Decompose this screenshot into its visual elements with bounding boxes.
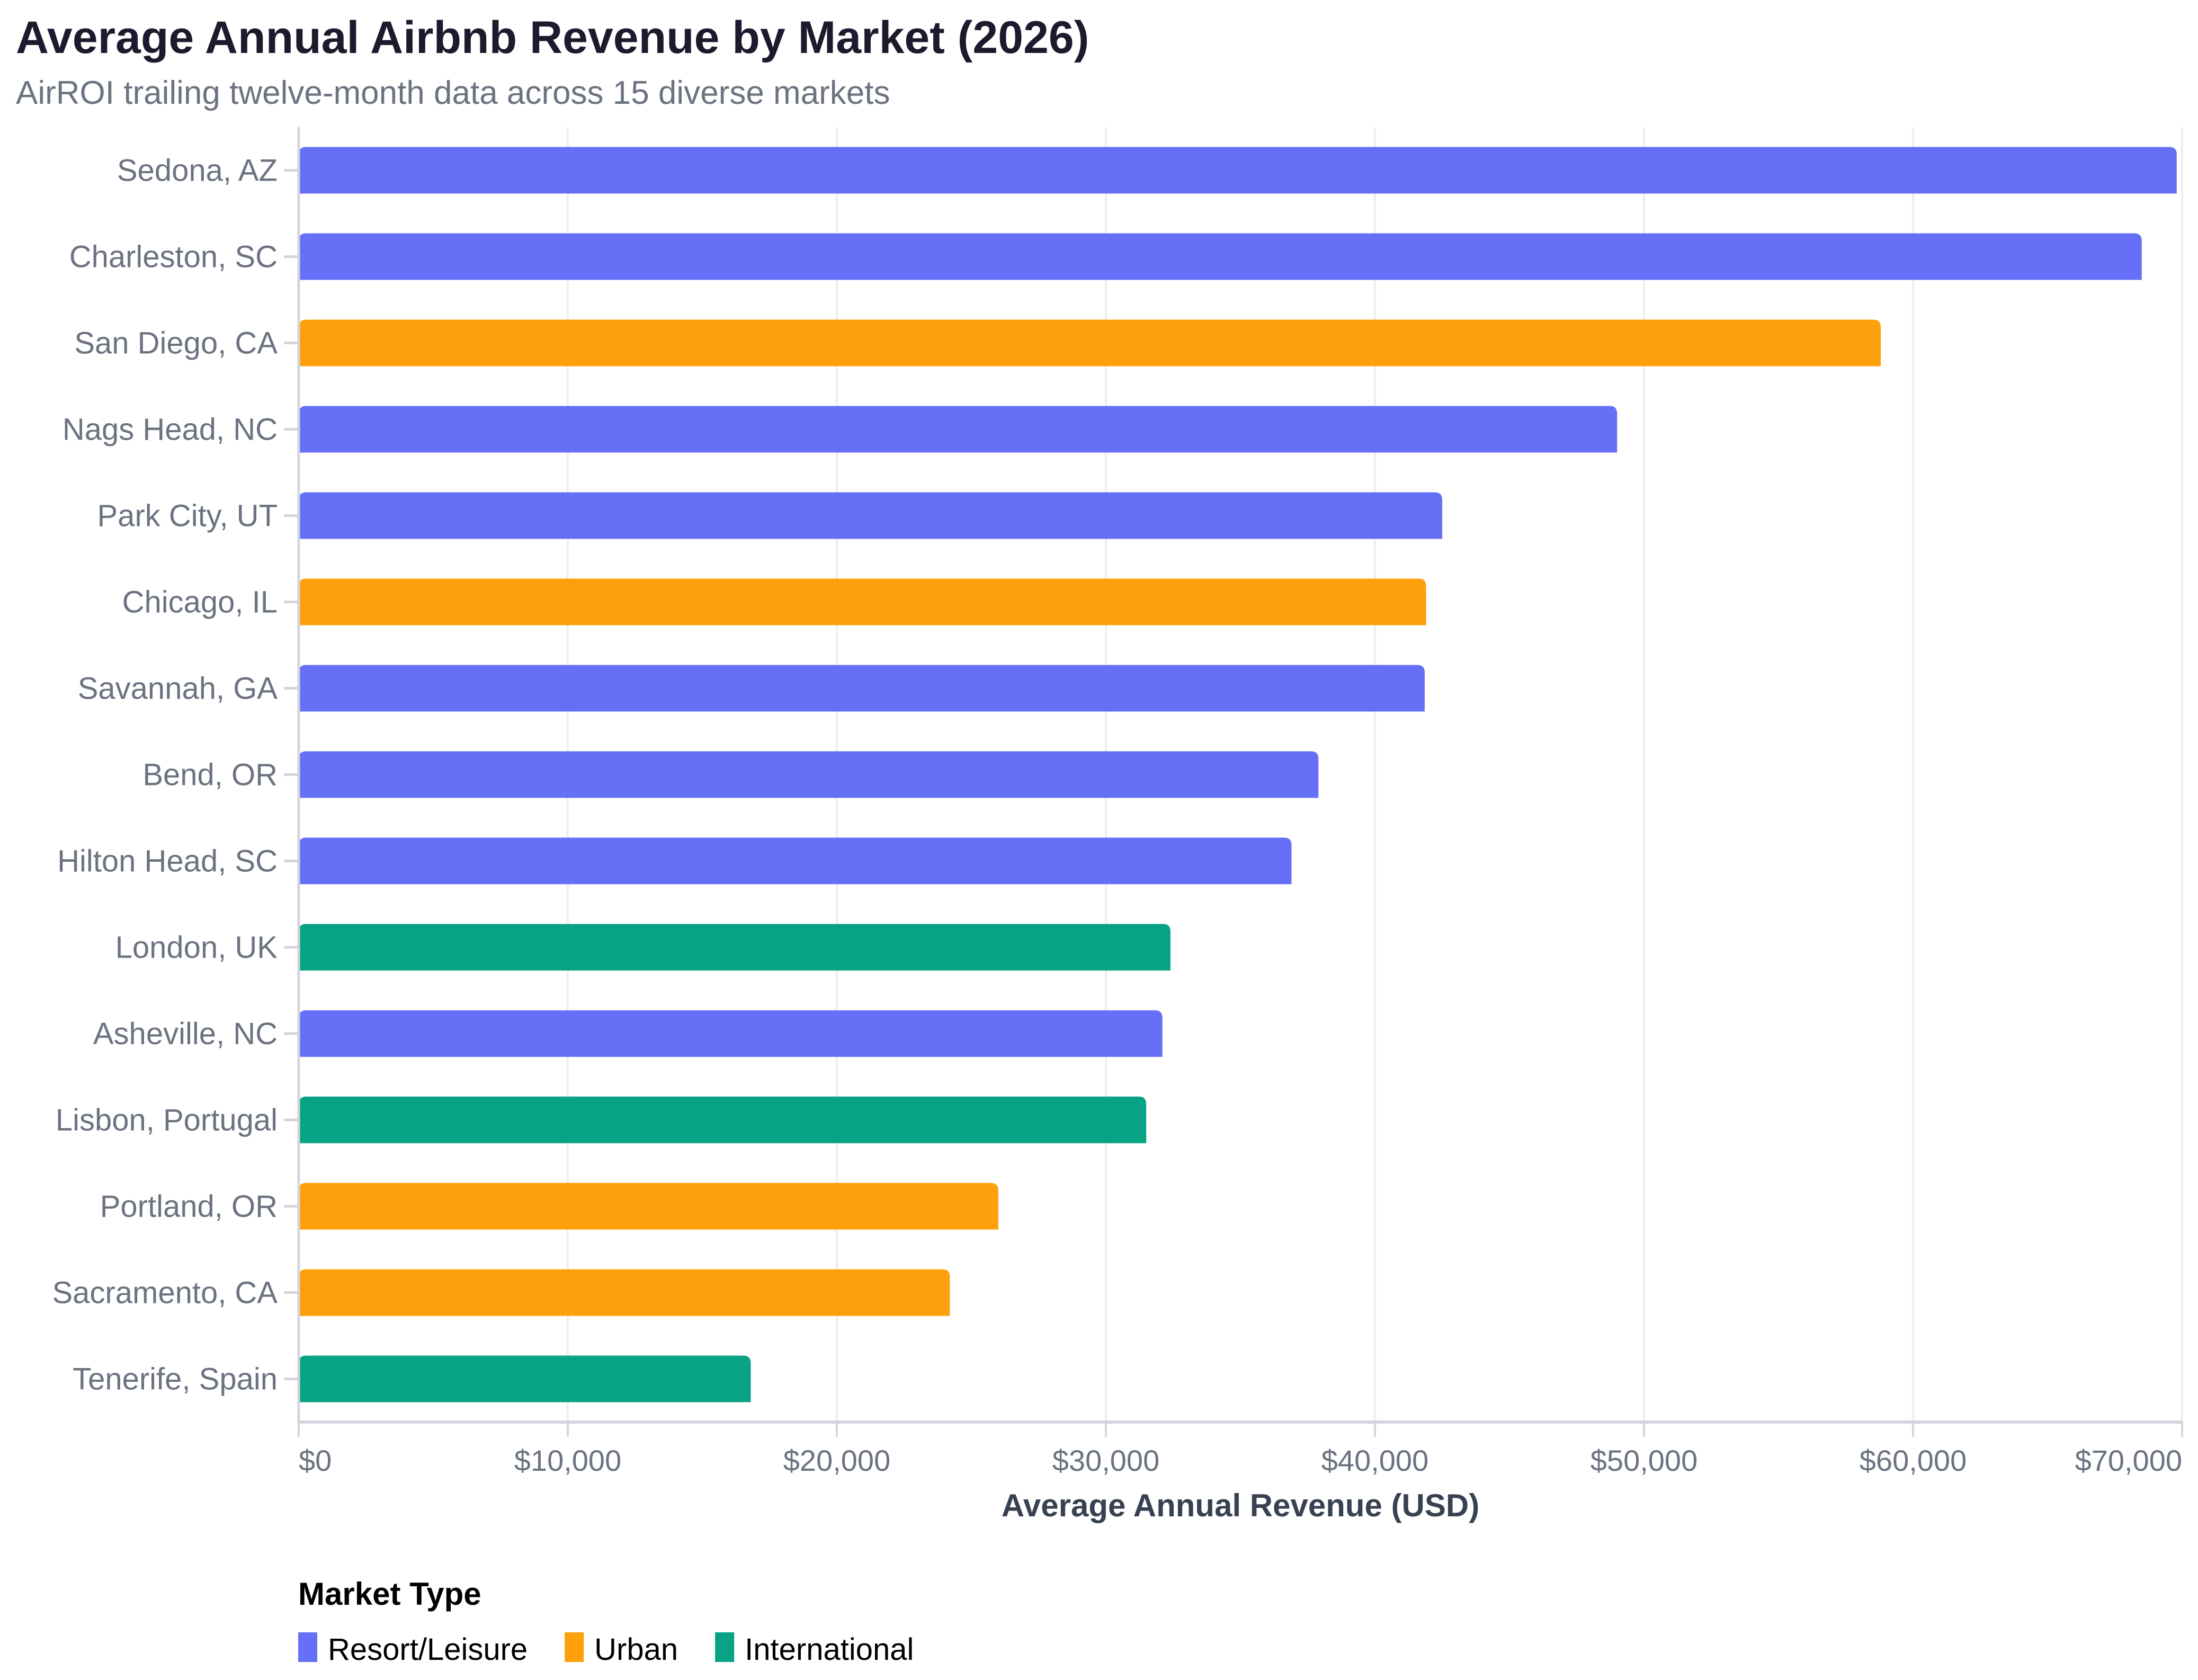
legend-label: Resort/Leisure (328, 1632, 528, 1667)
x-tick-label: $40,000 (1321, 1444, 1428, 1477)
legend-item-urban: Urban (565, 1632, 678, 1667)
y-tick-label: Portland, OR (100, 1190, 278, 1224)
bar-asheville-nc (299, 1010, 1163, 1057)
bar-portland-or (299, 1183, 998, 1230)
y-tick-label: Sacramento, CA (52, 1276, 278, 1310)
x-axis-title: Average Annual Revenue (USD) (1002, 1488, 1479, 1523)
y-tick-label: Bend, OR (142, 758, 278, 792)
legend-label: International (745, 1632, 914, 1667)
y-axis: Sedona, AZ Charleston, SC San Diego, CA Nag… (52, 127, 300, 1422)
bar-park-city-ut (299, 492, 1442, 539)
legend: Resort/Leisure Urban International (298, 1632, 914, 1667)
x-tick-label: $0 (299, 1444, 332, 1477)
bar-tenerife-spain (299, 1355, 751, 1402)
bars (299, 147, 2177, 1402)
y-tick-label: Hilton Head, SC (57, 844, 278, 879)
bar-sacramento-ca (299, 1269, 950, 1316)
bar-lisbon-portugal (299, 1096, 1147, 1143)
x-tick-label: $20,000 (783, 1444, 890, 1477)
y-tick-label: Asheville, NC (93, 1017, 278, 1051)
legend-label: Urban (594, 1632, 678, 1667)
bar-savannah-ga (299, 665, 1425, 712)
legend-item-international: International (715, 1632, 914, 1667)
x-tick-label: $10,000 (514, 1444, 621, 1477)
y-tick-label: London, UK (115, 931, 278, 965)
legend-item-resort-leisure: Resort/Leisure (298, 1632, 528, 1667)
y-tick-label: Charleston, SC (69, 240, 278, 274)
y-tick-label: Park City, UT (97, 499, 278, 533)
bar-san-diego-ca (299, 319, 1881, 367)
chart-subtitle: AirROI trailing twelve-month data across… (16, 75, 890, 111)
y-tick-label: Nags Head, NC (62, 413, 278, 447)
bar-sedona-az (299, 147, 2177, 194)
y-tick-label: Chicago, IL (122, 585, 278, 620)
chart-title: Average Annual Airbnb Revenue by Market … (16, 12, 1089, 63)
legend-swatch (715, 1632, 735, 1662)
x-axis: $0 $10,000 $20,000 $30,000 $40,000 $50,000 $60… (298, 1420, 2183, 1477)
legend-swatch (298, 1632, 317, 1662)
x-tick-label: $30,000 (1052, 1444, 1159, 1477)
y-tick-label: Tenerife, Spain (73, 1362, 278, 1397)
bar-nags-head-nc (299, 406, 1618, 453)
bar-hilton-head-sc (299, 837, 1292, 884)
legend-swatch (565, 1632, 584, 1662)
y-tick-label: San Diego, CA (74, 326, 278, 361)
bar-chicago-il (299, 578, 1426, 625)
legend-title: Market Type (298, 1576, 481, 1612)
bar-london-uk (299, 924, 1171, 971)
bar-bend-or (299, 751, 1319, 798)
y-tick-label: Lisbon, Portugal (56, 1103, 278, 1138)
y-tick-label: Savannah, GA (78, 672, 278, 706)
bar-charleston-sc (299, 233, 2142, 280)
x-tick-label: $50,000 (1591, 1444, 1697, 1477)
x-tick-label: $60,000 (1860, 1444, 1967, 1477)
x-tick-label: $70,000 (2075, 1444, 2182, 1477)
y-tick-label: Sedona, AZ (117, 154, 278, 188)
